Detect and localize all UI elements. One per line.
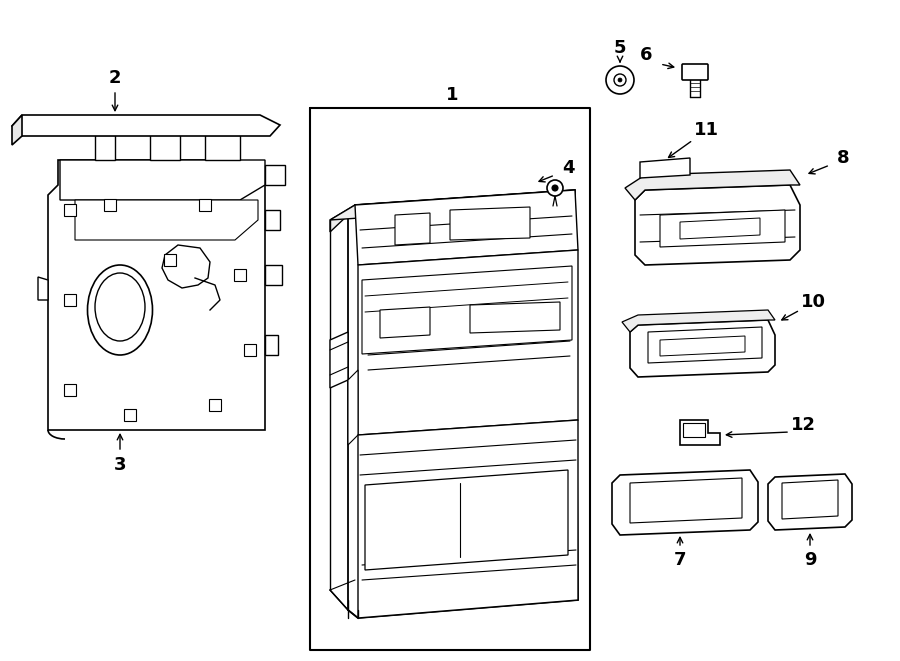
Polygon shape [380, 307, 430, 338]
Text: 6: 6 [640, 46, 652, 64]
Polygon shape [680, 420, 720, 445]
Polygon shape [348, 370, 358, 445]
Polygon shape [95, 135, 115, 160]
Circle shape [614, 74, 626, 86]
Polygon shape [330, 205, 355, 232]
Bar [683, 423, 705, 437]
Polygon shape [365, 470, 568, 570]
Polygon shape [635, 185, 800, 265]
Polygon shape [12, 115, 280, 136]
Polygon shape [648, 327, 762, 363]
Polygon shape [660, 210, 785, 247]
Polygon shape [355, 190, 578, 265]
Polygon shape [395, 213, 430, 245]
Polygon shape [48, 160, 265, 430]
Text: 1: 1 [446, 86, 458, 104]
Polygon shape [470, 302, 560, 333]
Polygon shape [362, 266, 572, 354]
Polygon shape [265, 165, 285, 185]
Polygon shape [60, 160, 265, 200]
Circle shape [606, 66, 634, 94]
Polygon shape [782, 480, 838, 519]
Polygon shape [265, 265, 282, 285]
Polygon shape [630, 320, 775, 377]
Bar [64, 384, 76, 396]
Polygon shape [612, 470, 758, 535]
Polygon shape [150, 125, 180, 160]
Polygon shape [358, 250, 578, 435]
Bar [244, 344, 256, 356]
Circle shape [618, 78, 622, 82]
Circle shape [552, 185, 558, 191]
Polygon shape [768, 474, 852, 530]
Text: 3: 3 [113, 456, 126, 474]
Polygon shape [12, 115, 22, 145]
Text: 9: 9 [804, 551, 816, 569]
Polygon shape [680, 218, 760, 239]
Text: 2: 2 [109, 69, 122, 87]
FancyBboxPatch shape [682, 64, 708, 80]
Polygon shape [38, 277, 48, 300]
Polygon shape [622, 310, 775, 332]
Polygon shape [265, 335, 278, 355]
Polygon shape [450, 207, 530, 240]
Circle shape [547, 180, 563, 196]
Polygon shape [162, 245, 210, 288]
Polygon shape [358, 420, 578, 618]
Bar [64, 204, 76, 216]
Text: 11: 11 [694, 121, 718, 139]
Text: 10: 10 [800, 293, 825, 311]
Bar [234, 269, 246, 281]
Ellipse shape [95, 273, 145, 341]
Polygon shape [75, 200, 258, 240]
Text: 5: 5 [614, 39, 626, 57]
Ellipse shape [87, 265, 152, 355]
Polygon shape [205, 135, 240, 160]
Text: 12: 12 [790, 416, 815, 434]
Polygon shape [640, 158, 690, 178]
Polygon shape [348, 190, 578, 618]
Polygon shape [330, 190, 575, 220]
Polygon shape [330, 332, 348, 388]
Polygon shape [625, 170, 800, 200]
Bar [104, 199, 116, 211]
Bar [124, 409, 136, 421]
Bar [164, 254, 176, 266]
Bar [199, 199, 211, 211]
Text: 4: 4 [562, 159, 574, 177]
Polygon shape [630, 478, 742, 523]
Text: 7: 7 [674, 551, 686, 569]
Bar [64, 294, 76, 306]
Polygon shape [265, 210, 280, 230]
Text: 8: 8 [837, 149, 850, 167]
Bar [209, 399, 221, 411]
Polygon shape [660, 336, 745, 356]
